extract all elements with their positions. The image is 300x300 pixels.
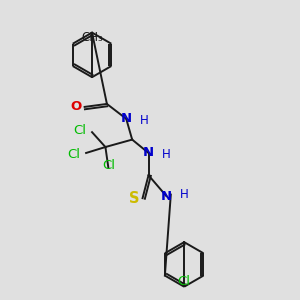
Text: H: H	[162, 148, 171, 161]
Text: N: N	[121, 112, 132, 125]
Text: O: O	[70, 100, 82, 113]
Text: Cl: Cl	[67, 148, 80, 161]
Text: Cl: Cl	[178, 274, 191, 288]
Text: N: N	[143, 146, 154, 160]
Text: S: S	[129, 191, 140, 206]
Text: H: H	[140, 114, 148, 127]
Text: Cl: Cl	[73, 124, 86, 137]
Text: CH₃: CH₃	[81, 31, 103, 44]
Text: N: N	[161, 190, 172, 202]
Text: H: H	[180, 188, 188, 201]
Text: Cl: Cl	[102, 159, 115, 172]
